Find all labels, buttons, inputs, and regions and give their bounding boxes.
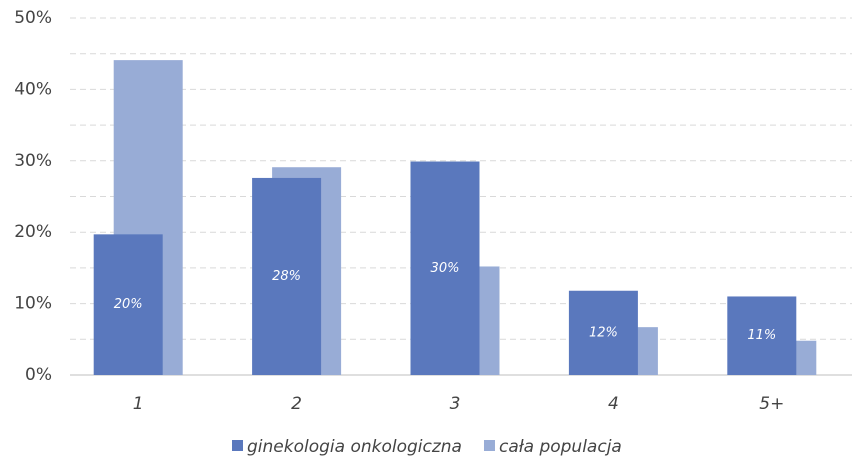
x-tick-label: 4 — [608, 394, 619, 414]
y-tick-label: 0% — [25, 365, 52, 385]
bar — [410, 161, 480, 375]
x-tick-label: 3 — [450, 394, 461, 414]
x-tick-label: 5+ — [759, 394, 784, 414]
bar — [568, 290, 638, 375]
y-tick-label: 10% — [14, 294, 52, 314]
value-label: 12% — [589, 325, 618, 340]
value-label: 28% — [272, 269, 301, 284]
x-tick-label: 2 — [291, 394, 302, 414]
legend-label: ginekologia onkologiczna — [247, 437, 462, 457]
legend-label: cała populacja — [499, 437, 622, 457]
y-tick-label: 20% — [14, 222, 52, 242]
x-tick-label: 1 — [133, 394, 144, 414]
bar — [93, 234, 163, 375]
value-label: 11% — [747, 328, 776, 343]
y-tick-label: 30% — [14, 151, 52, 171]
bar — [727, 296, 797, 375]
legend-swatch — [232, 440, 243, 451]
legend-swatch — [483, 440, 495, 451]
y-tick-label: 50% — [14, 8, 52, 28]
value-label: 20% — [114, 297, 143, 312]
bar — [252, 177, 322, 375]
value-label: 30% — [431, 261, 460, 276]
y-tick-label: 40% — [14, 79, 52, 99]
